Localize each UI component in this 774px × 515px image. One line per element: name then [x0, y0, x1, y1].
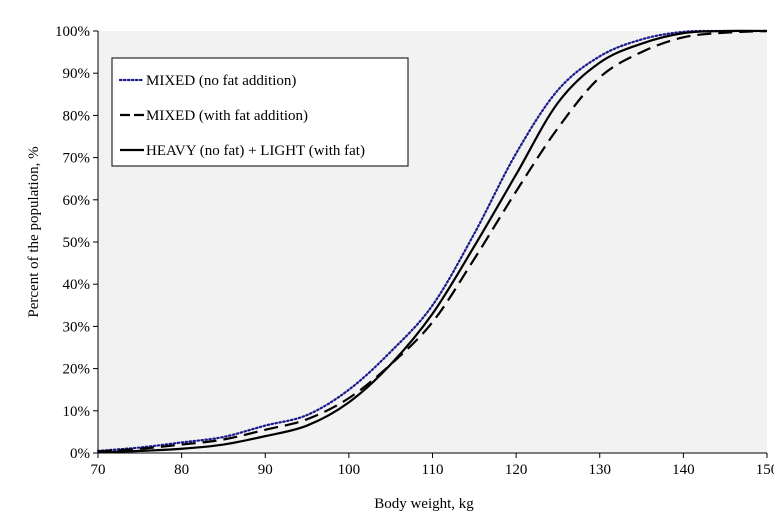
y-tick-label: 60% — [63, 193, 91, 209]
x-tick-label: 90 — [258, 462, 273, 478]
legend-label-mixed-no-fat: MIXED (no fat addition) — [146, 73, 296, 89]
y-tick-label: 90% — [63, 66, 91, 82]
tick-labels: 0% 10% 20% 30% 40% 50% 60% 70% 80% 90% 100% 70 80 90 1… — [55, 24, 774, 478]
x-tick-label: 80 — [174, 462, 189, 478]
y-tick-label: 10% — [63, 404, 91, 420]
legend: MIXED (no fat addition) MIXED (with fat a… — [111, 57, 409, 167]
y-tick-label: 0% — [70, 446, 90, 462]
y-tick-label: 40% — [63, 277, 91, 293]
y-tick-label: 30% — [63, 319, 91, 335]
legend-label-mixed-with-fat: MIXED (with fat addition) — [146, 108, 308, 124]
x-tick-label: 70 — [91, 462, 106, 478]
legend-label-heavy-light: HEAVY (no fat) + LIGHT (with fat) — [146, 143, 365, 159]
y-tick-label: 100% — [55, 24, 90, 40]
x-tick-label: 150 — [756, 462, 774, 478]
x-axis-title: Body weight, kg — [374, 496, 474, 512]
y-tick-label: 50% — [63, 235, 91, 251]
legend-box — [111, 57, 409, 167]
x-tick-label: 130 — [589, 462, 612, 478]
y-axis-title: Percent of the population, % — [26, 146, 42, 317]
y-tick-label: 80% — [63, 108, 91, 124]
axes — [93, 30, 768, 458]
y-tick-label: 70% — [63, 151, 91, 167]
series-line-heavy-light — [97, 29, 768, 454]
x-tick-label: 140 — [672, 462, 695, 478]
series-layer — [96, 29, 769, 454]
legend-entries: MIXED (no fat addition) MIXED (with fat a… — [118, 73, 365, 159]
series-line-mixed-with-fat — [97, 29, 768, 453]
series-line-mixed-no-fat — [96, 29, 769, 452]
x-tick-label: 100 — [338, 462, 361, 478]
y-tick-label: 20% — [63, 362, 91, 378]
x-tick-label: 120 — [505, 462, 528, 478]
x-tick-label: 110 — [422, 462, 444, 478]
